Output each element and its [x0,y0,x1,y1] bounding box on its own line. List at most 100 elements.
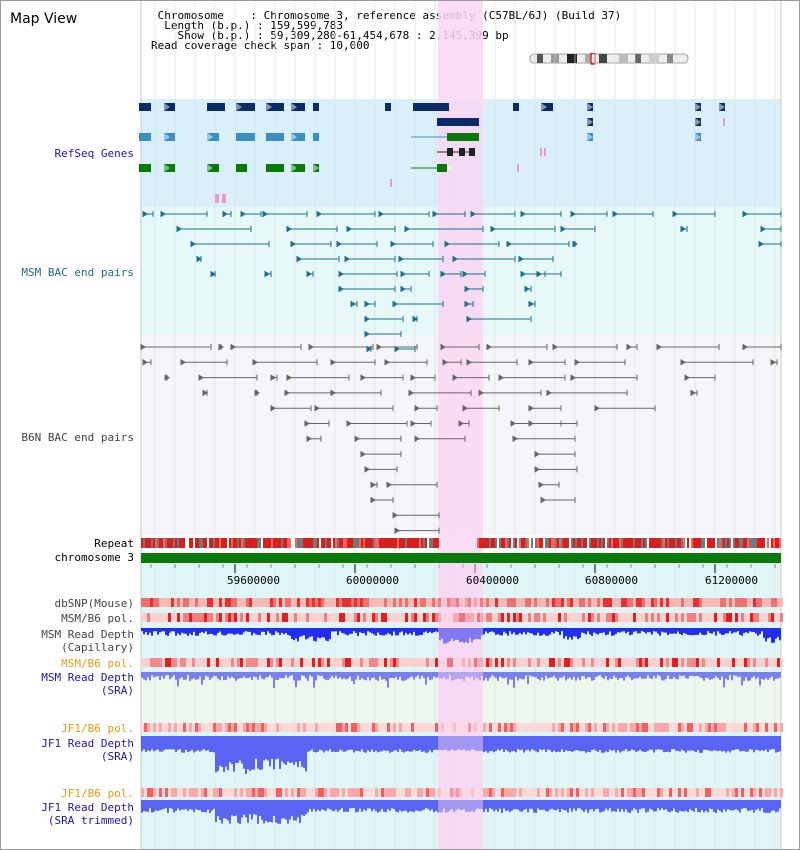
msm-depth-capillary-bar [477,628,479,640]
msm-b6-pol-heat-cell [528,613,531,622]
repeat-segment [763,538,765,548]
msm-b6-pol-2-heat-cell [198,658,201,667]
msm-depth-capillary-bar [487,628,489,634]
msm-depth-sra-bar [657,672,659,676]
msm-depth-sra-bar [759,672,761,686]
msm-depth-capillary-bar [585,628,587,635]
jf1-depth-trimmed-bar [647,800,649,812]
jf1-depth-sra-bar [431,736,433,753]
msm-bac-pair-arrow [339,271,344,277]
msm-b6-pol-2-heat-cell [675,658,678,667]
msm-depth-capillary-bar [507,628,509,636]
jf1-b6-pol-2-heat-cell [309,788,312,797]
msm-depth-capillary-bar [607,628,609,635]
msm-depth-capillary-bar [153,628,155,632]
dbsnp-heat-cell [432,598,435,607]
dbsnp-heat-cell [378,598,381,607]
jf1-b6-pol-2-heat-cell [474,788,477,797]
msm-depth-sra-bar [447,672,449,679]
jf1-b6-pol-2-heat-cell [165,788,168,797]
msm-bac-pair-arrow [401,271,406,277]
refseq-gene-exon [207,103,225,111]
msm-depth-capillary-bar [597,628,599,635]
dbsnp-heat-cell [429,598,432,607]
dbsnp-heat-cell [243,598,246,607]
msm-depth-sra-bar [227,672,229,677]
dbsnp-heat-cell [576,598,579,607]
jf1-b6-pol-2-heat-cell [258,788,261,797]
msm-depth-capillary-bar [761,628,763,632]
dbsnp-heat-cell [606,598,609,607]
jf1-depth-sra-bar [669,736,671,753]
msm-depth-sra-bar [757,672,759,678]
refseq-gene-exon [437,164,447,172]
msm-depth-capillary-bar [757,628,759,636]
msm-depth-capillary-bar [667,628,669,636]
msm-depth-capillary-bar [225,628,227,636]
refseq-genes-label: RefSeq Genes [54,147,134,160]
repeat-segment [723,538,725,548]
jf1-b6-pol-heat-cell [678,723,681,732]
repeat-segment [725,538,727,548]
msm-depth-capillary-bar [385,628,387,635]
jf1-depth-sra-bar [373,736,375,752]
jf1-depth-trimmed-bar [755,800,757,810]
b6n-bac-pair-arrow [309,344,314,350]
msm-depth-sra-bar [195,672,197,680]
msm-b6-pol-2-heat-cell [618,658,621,667]
repeat-segment [689,538,691,548]
jf1-b6-pol-heat-cell [306,723,309,732]
repeat-segment [585,538,587,548]
b6n-bac-pair-arrow [415,405,420,412]
dbsnp-heat-cell [699,598,702,607]
msm-b6-pol-2-heat-cell [654,658,657,667]
jf1-b6-pol-2-heat-cell [294,788,297,797]
jf1-depth-sra-bar [517,736,519,750]
jf1-depth-trimmed-bar [145,800,147,812]
jf1-b6-pol-heat-cell [141,723,144,732]
dbsnp-heat-cell [189,598,192,607]
msm-depth-sra-bar [309,672,311,676]
msm-depth-capillary-bar [333,628,335,632]
jf1-depth-sra-bar [699,736,701,753]
msm-b6-pol-heat-cell [351,613,354,622]
jf1-depth-sra-bar [165,736,167,750]
jf1-depth-trimmed-bar [369,800,371,809]
repeat-segment [155,538,157,548]
msm-depth-capillary-bar [579,628,581,638]
jf1-b6-pol-2-heat-cell [669,788,672,797]
repeat-segment [651,538,653,548]
jf1-depth-sra-bar [273,736,275,770]
msm-depth-capillary-bar [631,628,633,635]
b6n-bac-pair-arrow [539,481,544,488]
dbsnp-heat-cell [714,598,717,607]
jf1-b6-pol-heat-cell [447,723,450,732]
msm-bac-pair-arrow [465,286,470,292]
jf1-depth-trimmed-bar [779,800,781,809]
msm-depth-capillary-bar [423,628,425,633]
repeat-label: Repeat [94,537,134,550]
msm-b6-pol-heat-cell [450,613,453,622]
jf1-b6-pol-2-heat-cell [513,788,516,797]
jf1-b6-pol-heat-cell [249,723,252,732]
msm-depth-sra-bar [487,672,489,681]
msm-depth-sra-bar [611,672,613,680]
msm-depth-capillary-bar [691,628,693,636]
msm-b6-pol-heat-cell [345,613,348,622]
msm-depth-sra-bar [559,672,561,678]
jf1-b6-pol-heat-cell [576,723,579,732]
repeat-segment [513,538,515,548]
msm-depth-capillary-bar [765,628,767,642]
msm-depth-capillary-bar [183,628,185,634]
dbsnp-heat-cell [558,598,561,607]
msm-depth-capillary-bar [713,628,715,632]
msm-b6-pol-2-heat-cell [306,658,309,667]
msm-bac-pair-arrow [759,241,764,247]
jf1-b6-pol-2-heat-cell [690,788,693,797]
msm-depth-sra-bar [767,672,769,680]
msm-depth-sra-bar [563,672,565,677]
jf1-depth-trimmed-bar [585,800,587,810]
dbsnp-heat-cell [186,598,189,607]
jf1-depth-trimmed-bar [343,800,345,813]
